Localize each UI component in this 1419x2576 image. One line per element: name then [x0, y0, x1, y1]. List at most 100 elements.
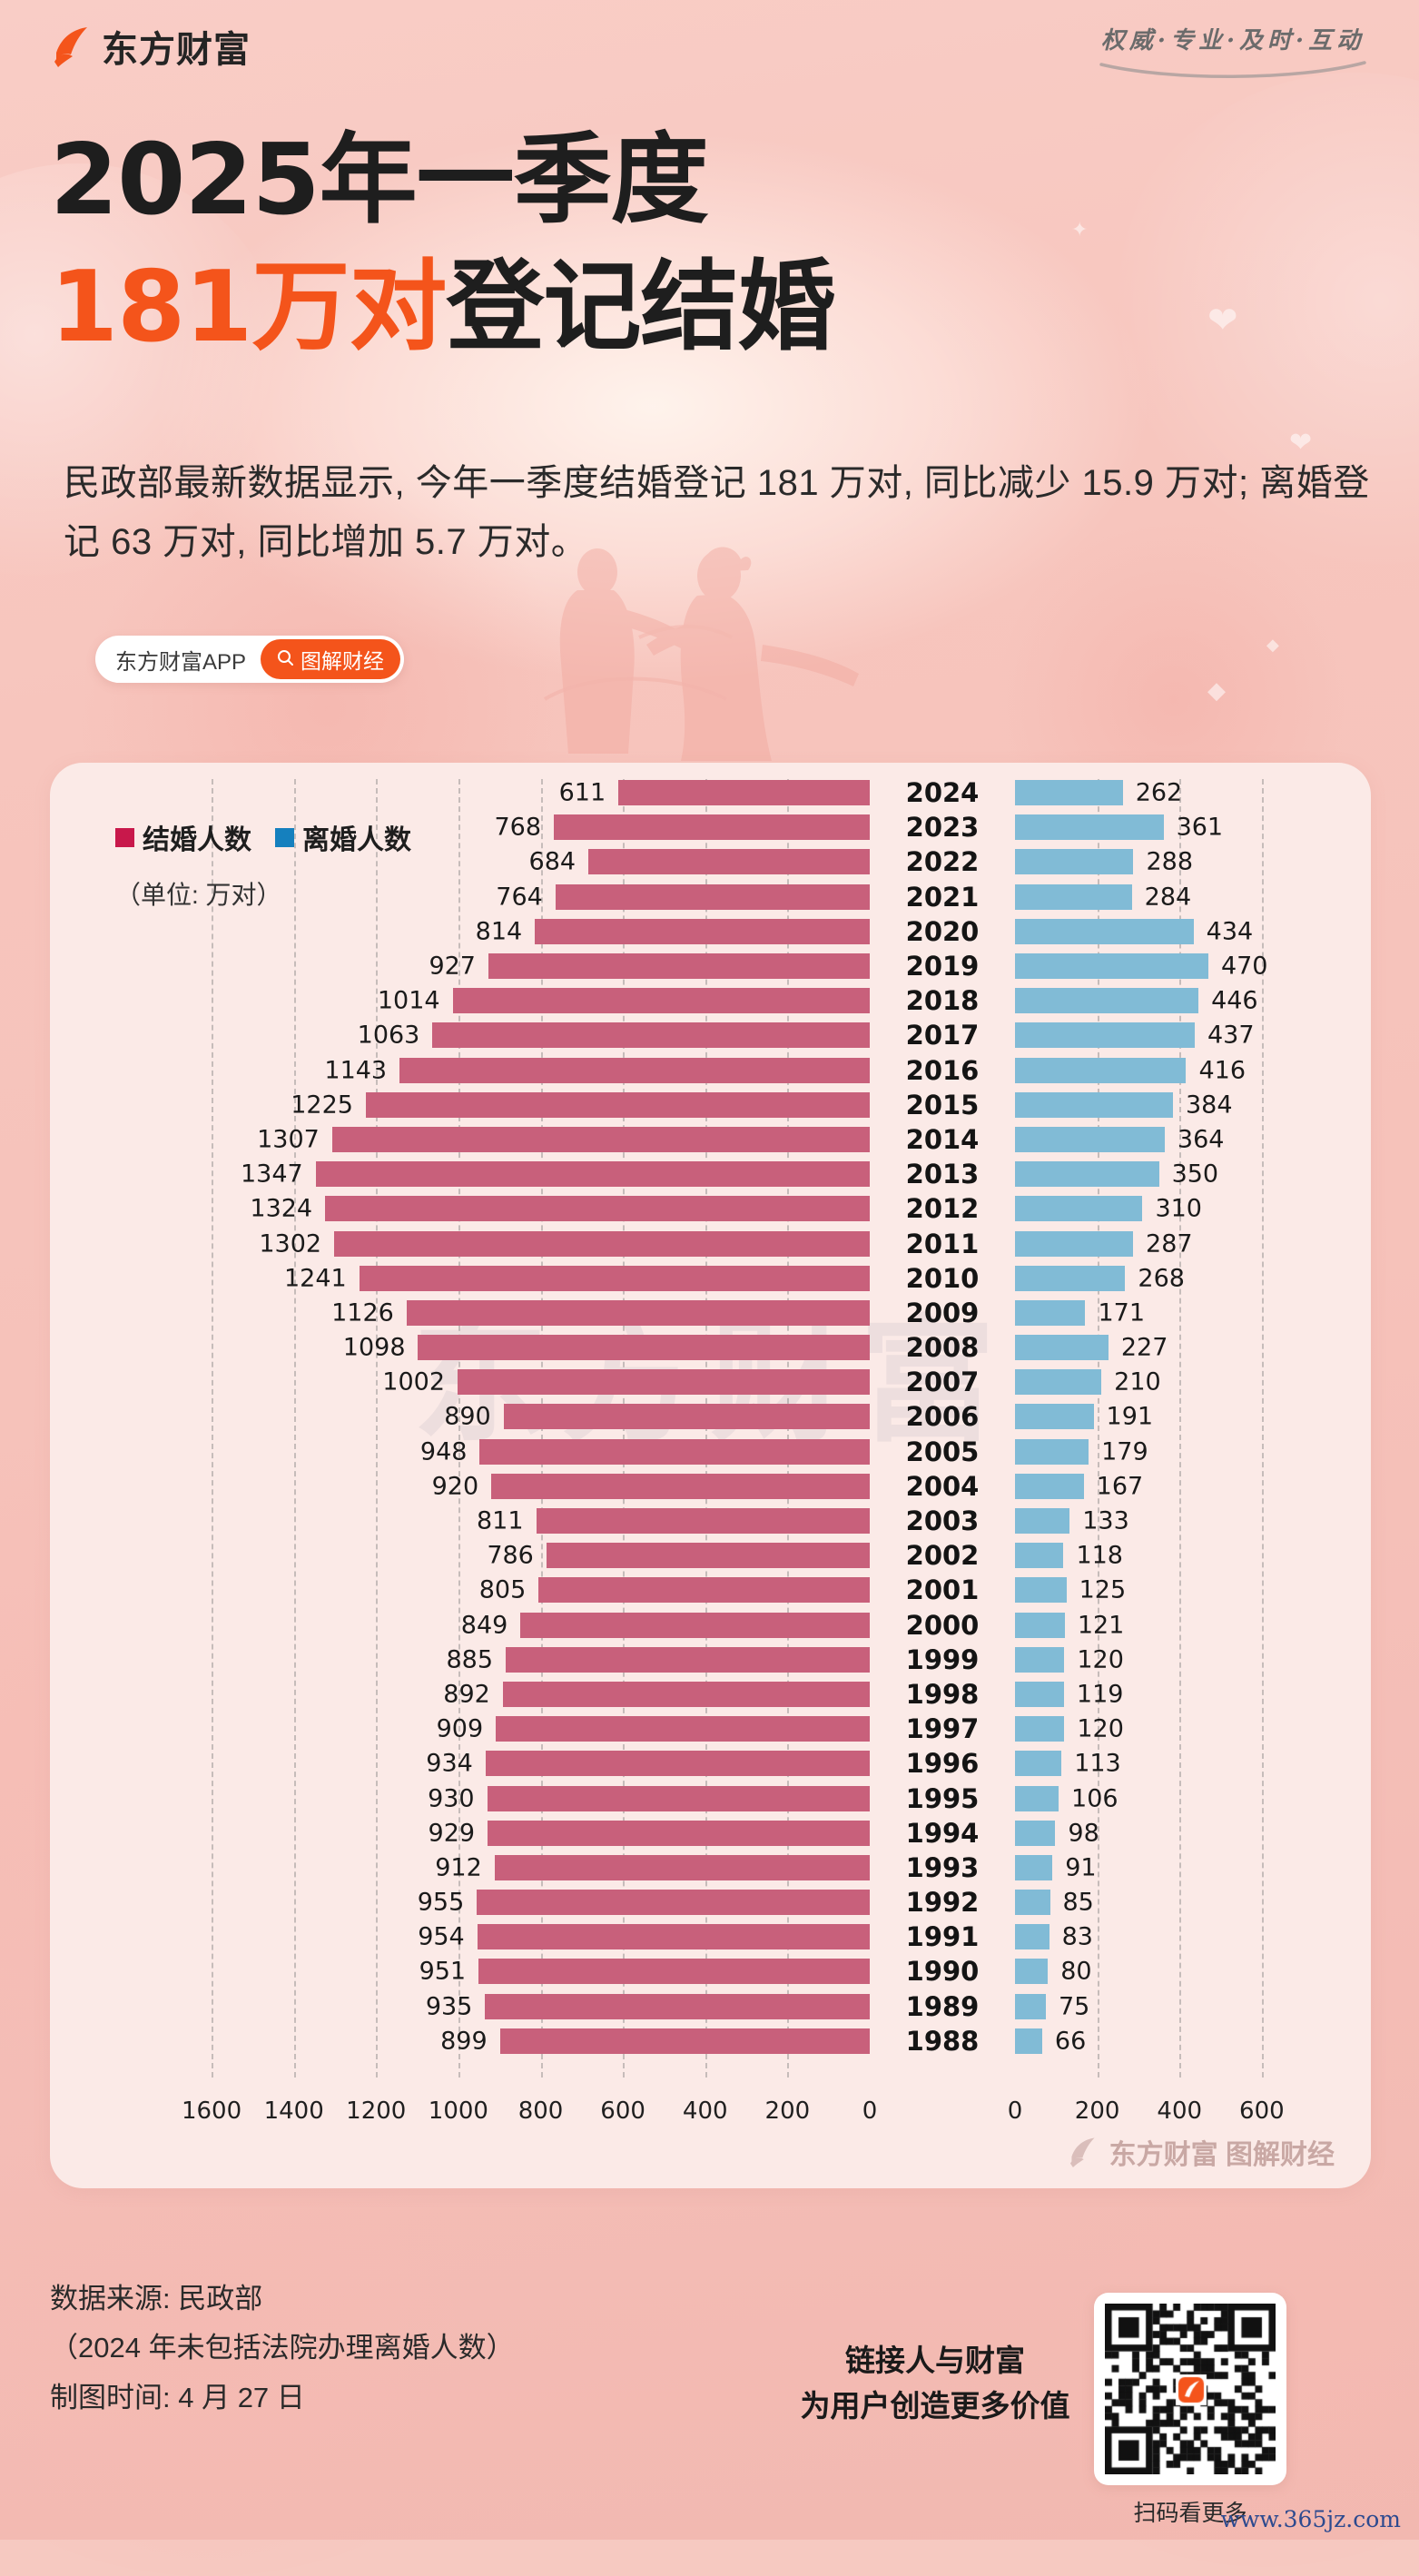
- marriage-value-label: 768: [494, 813, 542, 842]
- marriage-bar: [331, 1126, 870, 1152]
- page-title-line2: 181万对登记结婚: [50, 259, 835, 357]
- marriage-bar: [399, 1057, 870, 1083]
- marriage-value-label: 885: [446, 1645, 494, 1674]
- divorce-value-label: 434: [1206, 917, 1254, 946]
- chart-row: 1347 2013 350: [50, 1157, 1371, 1191]
- divorce-value-label: 227: [1120, 1333, 1168, 1362]
- year-label: 2022: [905, 846, 980, 878]
- marriage-bar: [479, 1438, 870, 1465]
- divorce-value-label: 120: [1077, 1714, 1124, 1743]
- chart-finance-button[interactable]: 图解财经: [261, 639, 401, 679]
- title-highlight: 181万对: [50, 251, 447, 364]
- marriage-bar: [618, 780, 870, 806]
- axis-tick-label: 600: [600, 2097, 645, 2125]
- year-label: 1993: [905, 1851, 980, 1883]
- divorce-value-label: 361: [1176, 813, 1224, 842]
- marriage-value-label: 927: [429, 952, 476, 981]
- marriage-value-label: 912: [435, 1853, 482, 1882]
- eastmoney-logo-icon: [53, 25, 91, 67]
- year-label: 2019: [905, 951, 980, 982]
- divorce-value-label: 288: [1146, 847, 1194, 876]
- legend-label-marriage: 结婚人数: [143, 825, 251, 855]
- divorce-bar: [1015, 1091, 1173, 1118]
- marriage-value-label: 1126: [331, 1298, 394, 1327]
- marriage-bar: [359, 1265, 870, 1291]
- divorce-bar: [1015, 1161, 1159, 1188]
- divorce-bar: [1015, 814, 1164, 841]
- chart-row: 684 2022 288: [50, 844, 1371, 879]
- chart-row: 930 1995 106: [50, 1781, 1371, 1815]
- divorce-bar: [1015, 1126, 1165, 1152]
- divorce-value-label: 284: [1144, 883, 1192, 912]
- chart-row: 1241 2010 268: [50, 1261, 1371, 1296]
- divorce-bar: [1015, 1646, 1065, 1673]
- chart-row: 1063 2017 437: [50, 1018, 1371, 1052]
- marriage-bar: [485, 1751, 870, 1777]
- marriage-bar: [546, 1543, 870, 1569]
- app-promo-pill[interactable]: 东方财富APP 图解财经: [95, 636, 405, 683]
- marriage-value-label: 930: [428, 1784, 475, 1813]
- sparkle-icon: ◆: [1207, 676, 1226, 704]
- divorce-bar: [1015, 1820, 1056, 1846]
- marriage-bar: [457, 1369, 870, 1396]
- chart-row: 1143 2016 416: [50, 1053, 1371, 1088]
- divorce-value-label: 287: [1146, 1229, 1193, 1258]
- year-label: 2008: [905, 1332, 980, 1364]
- marriage-bar: [488, 953, 870, 980]
- year-label: 2020: [905, 915, 980, 947]
- qr-code[interactable]: [1094, 2293, 1286, 2485]
- divorce-value-label: 119: [1076, 1680, 1124, 1709]
- marriage-value-label: 935: [425, 1992, 473, 2021]
- divorce-value-label: 210: [1114, 1367, 1161, 1397]
- marriage-value-label: 811: [477, 1506, 524, 1535]
- divorce-value-label: 446: [1211, 986, 1258, 1015]
- marriage-bar: [452, 988, 870, 1014]
- divorce-value-label: 310: [1155, 1194, 1202, 1223]
- qr-caption: 扫码看更多: [1133, 2501, 1247, 2526]
- year-label: 2023: [905, 812, 980, 844]
- card-brand-text: 东方财富 图解财经: [1109, 2140, 1335, 2170]
- sparkle-icon: ✦: [1071, 218, 1089, 241]
- marriage-value-label: 1347: [240, 1160, 303, 1189]
- divorce-bar: [1015, 953, 1208, 980]
- marriage-value-label: 948: [419, 1437, 468, 1466]
- gridline: [1179, 779, 1182, 2078]
- gridline: [212, 779, 214, 2078]
- marriage-value-label: 951: [419, 1957, 467, 1986]
- divorce-value-label: 191: [1106, 1402, 1154, 1431]
- heart-icon: ❤: [1207, 301, 1238, 341]
- chart-row: 1126 2009 171: [50, 1296, 1371, 1330]
- marriage-value-label: 1098: [342, 1333, 406, 1362]
- divorce-value-label: 106: [1071, 1784, 1118, 1813]
- marriage-bar: [491, 1473, 870, 1499]
- divorce-bar: [1015, 1890, 1050, 1916]
- axis-tick-label: 0: [862, 2097, 878, 2125]
- divorce-bar: [1015, 1196, 1143, 1222]
- chart-row: 892 1998 119: [50, 1677, 1371, 1712]
- year-label: 1998: [905, 1678, 980, 1710]
- chart-row: 811 2003 133: [50, 1504, 1371, 1538]
- marriage-bar: [520, 1612, 870, 1638]
- marriage-bar: [315, 1161, 870, 1188]
- marriage-value-label: 1002: [382, 1367, 445, 1397]
- year-label: 2001: [905, 1574, 980, 1606]
- marriage-value-label: 929: [428, 1819, 476, 1848]
- year-label: 2004: [905, 1470, 980, 1502]
- marriage-value-label: 1014: [377, 986, 440, 1015]
- chart-card: 东方财富 结婚人数 离婚人数 （单位: 万对） 611 2024 262 768 202…: [50, 763, 1371, 2188]
- year-label: 2002: [905, 1540, 980, 1572]
- chart-row: 814 2020 434: [50, 914, 1371, 949]
- divorce-bar: [1015, 1959, 1049, 1985]
- year-label: 1990: [905, 1956, 980, 1988]
- divorce-bar: [1015, 1404, 1094, 1430]
- divorce-bar: [1015, 1577, 1067, 1604]
- source-line-3: 制图时间: 4 月 27 日: [50, 2381, 305, 2413]
- brand-name: 东方财富: [102, 29, 251, 71]
- divorce-bar: [1015, 1230, 1134, 1257]
- marriage-bar: [538, 1577, 870, 1604]
- site-url: www.365jz.com: [1220, 2506, 1401, 2532]
- slogan-line-2: 为用户创造更多价值: [800, 2388, 1070, 2423]
- axis-tick-label: 200: [1074, 2097, 1120, 2125]
- marriage-value-label: 920: [431, 1472, 479, 1501]
- search-icon: [277, 647, 294, 672]
